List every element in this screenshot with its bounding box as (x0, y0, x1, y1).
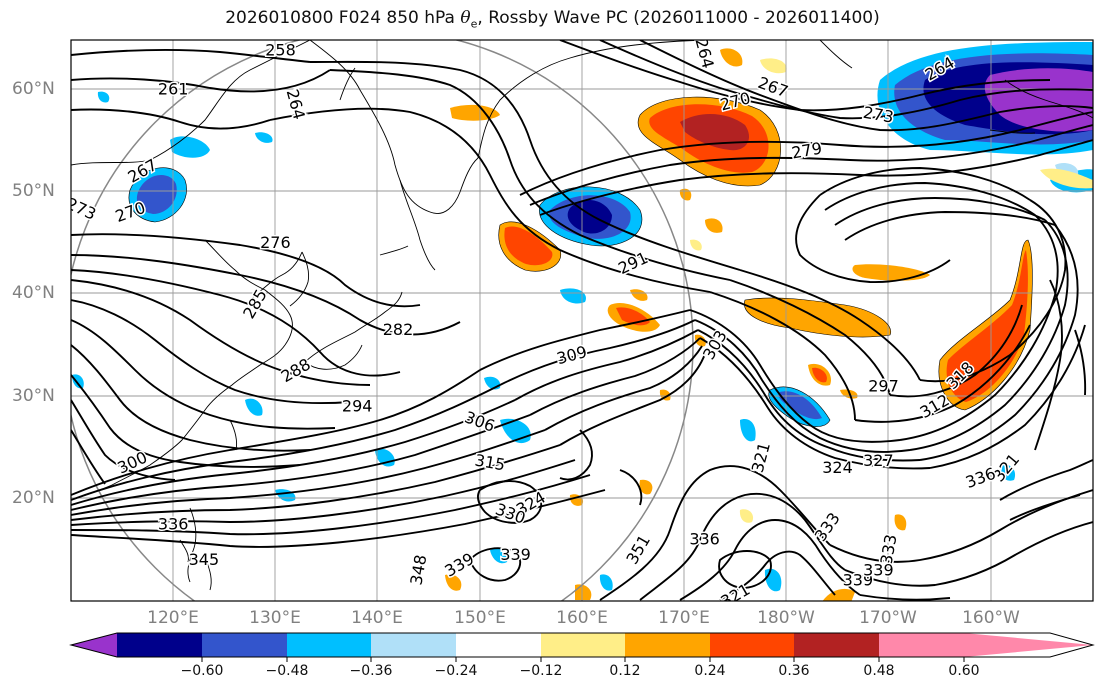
colorbar-bin (541, 633, 625, 657)
lon-label-170e: 170°E (658, 608, 710, 628)
contour-label: 339 (843, 571, 874, 590)
lon-label-170w: 170°W (859, 608, 917, 628)
contour-label: 297 (868, 376, 899, 395)
colorbar (69, 632, 1095, 662)
contour-label: 336 (963, 464, 998, 492)
lat-label-60n: 60°N (12, 79, 55, 99)
colorbar-tick-label: −0.36 (349, 663, 393, 679)
map-title: 2026010800 F024 850 hPa θe, Rossby Wave … (0, 8, 1105, 30)
lon-label-160w: 160°W (962, 608, 1020, 628)
contour-label: 264 (691, 36, 717, 70)
theta-subscript: e (470, 17, 478, 31)
contour-label: 309 (555, 342, 589, 368)
contour-label: 336 (158, 514, 189, 533)
colorbar-tick-label: −0.60 (180, 663, 224, 679)
colorbar-bin (625, 633, 710, 657)
lon-label-130e: 130°E (249, 608, 301, 628)
colorbar-tick-label: 0.24 (694, 663, 726, 679)
colorbar-bin (879, 633, 964, 657)
lat-label-20n: 20°N (12, 488, 55, 508)
contour-label: 321 (748, 440, 774, 474)
colorbar-tick-label: 0.36 (778, 663, 810, 679)
colorbar-tick-label: −0.24 (434, 663, 478, 679)
colorbar-bin (117, 633, 202, 657)
lon-label-180w: 180°W (757, 608, 815, 628)
shading-outlines (128, 96, 1033, 427)
theta-e-contours (71, 40, 1093, 601)
colorbar-tick-label: −0.48 (265, 663, 309, 679)
colorbar-bin (371, 633, 456, 657)
contour-label: 267 (755, 73, 790, 101)
contour-label: 276 (260, 233, 291, 252)
colorbar-tick-label: 0.60 (948, 663, 980, 679)
contour-label: 345 (189, 550, 220, 569)
contour-label: 273 (63, 194, 99, 224)
contour-label: 258 (265, 41, 296, 60)
contour-label: 273 (862, 103, 895, 127)
colorbar-ticks (201, 657, 965, 662)
contour-label: 348 (406, 553, 430, 586)
lat-label-50n: 50°N (12, 181, 55, 201)
contour-label: 282 (383, 320, 414, 339)
lat-label-30n: 30°N (12, 386, 55, 406)
contour-label: 321 (717, 580, 753, 612)
contour-label: 324 (822, 458, 853, 477)
colorbar-low-extension (71, 633, 117, 657)
contour-label: 270 (113, 198, 148, 226)
lon-label-140e: 140°E (351, 608, 403, 628)
colorbar-outline (69, 632, 1095, 658)
contour-label: 261 (158, 80, 189, 99)
theta-symbol: θ (460, 8, 471, 28)
colorbar-tick-label: −0.12 (519, 663, 563, 679)
colorbar-tick-label: 0.12 (609, 663, 641, 679)
contour-label: 294 (342, 397, 373, 416)
lon-label-150e: 150°E (454, 608, 506, 628)
contour-label: 291 (615, 248, 651, 278)
contour-label: 306 (462, 407, 497, 435)
colorbar-bin (287, 633, 371, 657)
colorbar-bin (794, 633, 879, 657)
colorbar-bin (202, 633, 287, 657)
contour-label: 327 (863, 451, 894, 470)
contour-label: 339 (500, 545, 531, 564)
map-frame (70, 39, 1094, 602)
title-prefix: 2026010800 F024 850 hPa (225, 8, 461, 28)
colorbar-tick-label: 0.48 (863, 663, 895, 679)
contour-label: 333 (811, 509, 844, 545)
lon-label-120e: 120°E (147, 608, 199, 628)
title-suffix: , Rossby Wave PC (2026011000 - 202601140… (477, 8, 880, 28)
colorbar-bin (710, 633, 794, 657)
contour-label: 336 (689, 530, 720, 549)
colorbar-bin (456, 633, 541, 657)
contour-label: 339 (863, 560, 894, 579)
great-circle-ring (71, 40, 694, 601)
contour-label: 297 (49, 420, 73, 453)
lat-label-40n: 40°N (12, 283, 55, 303)
negative-anomaly-shading (72, 42, 1093, 592)
lon-label-160e: 160°E (556, 608, 608, 628)
